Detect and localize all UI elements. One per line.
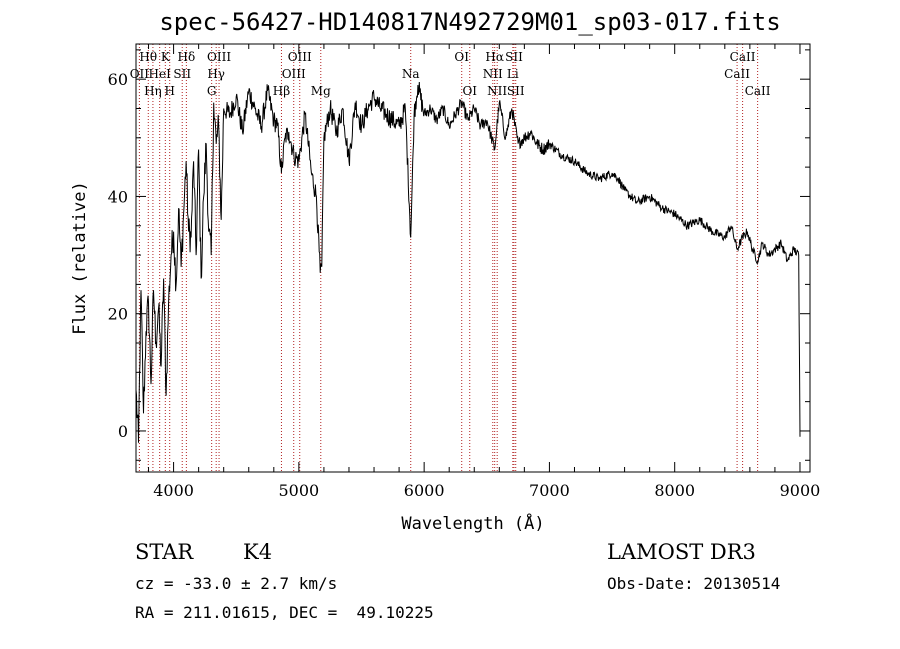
spectral-line-label: OIII xyxy=(282,67,306,81)
obs-date-label: Obs-Date: 20130514 xyxy=(607,574,781,593)
spectral-line-label: Hθ xyxy=(139,50,157,64)
spectral-line-label: Hδ xyxy=(178,50,196,64)
class-label: STAR xyxy=(135,540,194,564)
spectral-line-label: OI xyxy=(462,84,477,98)
spectral-line-label: OI xyxy=(454,50,469,64)
spectral-line-label: SII xyxy=(173,67,191,81)
line-labels-layer: Hθ OII Hη K HeI H Hδ SII OIII Hγ G Hβ OIII OIII Mg Na OI… xyxy=(130,50,771,98)
spectral-line-label: Mg xyxy=(311,84,331,98)
spectral-line-label: Hβ xyxy=(273,84,290,98)
x-tick-label: 5000 xyxy=(279,481,320,500)
y-tick-label: 60 xyxy=(108,70,128,89)
spectral-line-label: Na xyxy=(402,67,420,81)
survey-label: LAMOST DR3 xyxy=(607,540,756,564)
series-layer xyxy=(135,81,801,443)
spectral-line-label: OIII xyxy=(207,50,231,64)
spectral-line-label: Hη xyxy=(144,84,162,98)
y-axis-label: Flux (relative) xyxy=(70,181,90,335)
chart-title: spec-56427-HD140817N492729M01_sp03-017.f… xyxy=(159,8,781,36)
spectral-line-label: G xyxy=(207,84,217,98)
spectral-line-label: NII xyxy=(483,67,503,81)
spectral-line-label: Hγ xyxy=(207,67,225,81)
x-tick-label: 6000 xyxy=(404,481,445,500)
spectral-lines-layer xyxy=(138,44,759,472)
x-tick-label: 8000 xyxy=(654,481,695,500)
spectral-line-label: CaII xyxy=(730,50,756,64)
spectral-line-label: OIII xyxy=(288,50,312,64)
spectral-line-label: NII xyxy=(487,84,507,98)
x-tick-label: 9000 xyxy=(780,481,821,500)
spectral-line-label: CaII xyxy=(745,84,771,98)
spectral-line-label: H xyxy=(164,84,174,98)
y-tick-label: 20 xyxy=(108,305,128,324)
spectral-line-label: Li xyxy=(507,67,519,81)
spectrum-series-line xyxy=(135,81,801,443)
x-tick-label: 4000 xyxy=(153,481,194,500)
y-tick-label: 40 xyxy=(108,187,128,206)
axes-layer: 4000 5000 6000 7000 8000 9000 0 20 40 60 Wavelengt… xyxy=(70,43,821,534)
x-tick-label: 7000 xyxy=(529,481,570,500)
coordinates-label: RA = 211.01615, DEC = 49.10225 xyxy=(135,603,434,622)
spectral-line-label: CaII xyxy=(724,67,750,81)
spectral-line-label: SII xyxy=(505,50,523,64)
y-tick-label: 0 xyxy=(118,422,128,441)
spectral-line-label: SII xyxy=(507,84,525,98)
redshift-label: cz = -33.0 ± 2.7 km/s xyxy=(135,574,338,593)
spectral-line-label: HeI xyxy=(149,67,172,81)
spectral-line-label: K xyxy=(161,50,171,64)
x-axis-label: Wavelength (Å) xyxy=(401,512,544,534)
spectral-line-label: OII xyxy=(130,67,150,81)
spectral-line-label: Hα xyxy=(485,50,504,64)
plot-frame xyxy=(135,43,811,473)
subclass-label: K4 xyxy=(243,540,273,564)
